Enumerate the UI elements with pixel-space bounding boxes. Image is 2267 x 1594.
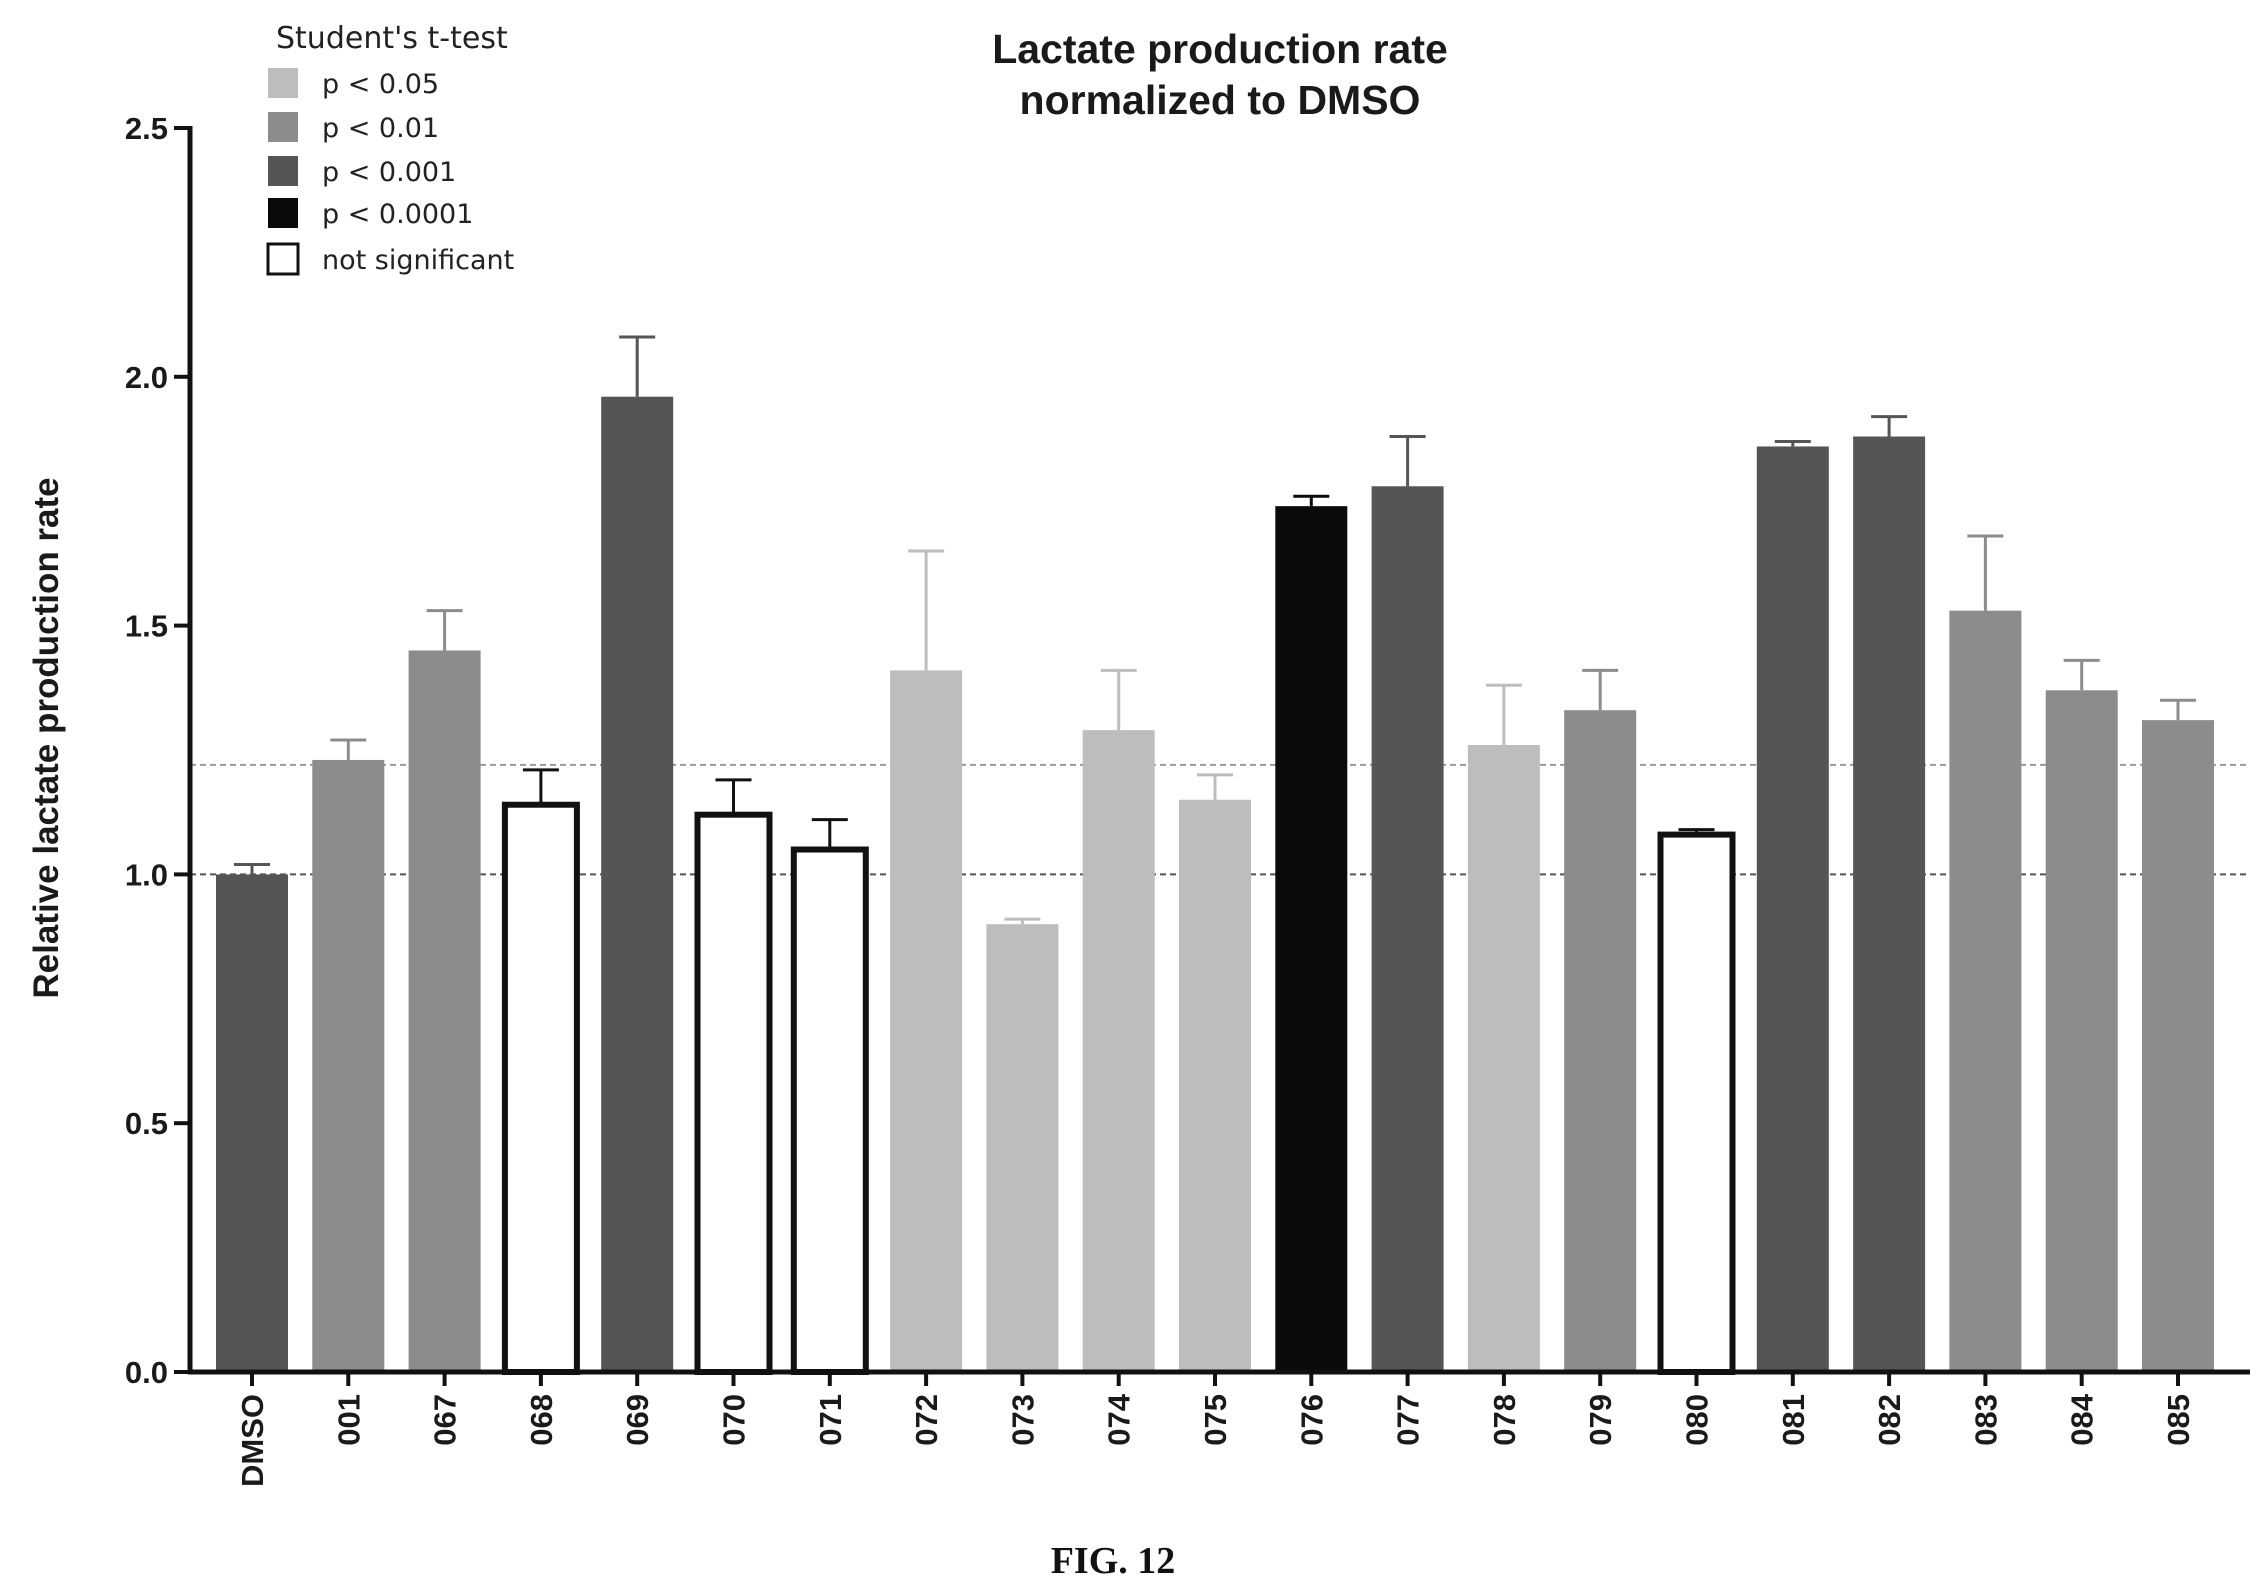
x-tick-label: 083 <box>1968 1394 2003 1446</box>
x-tick-label: 079 <box>1583 1394 1618 1446</box>
y-axis-label: Relative lactate production rate <box>27 477 66 998</box>
bar-067 <box>408 650 481 1372</box>
bar-084 <box>2045 690 2118 1372</box>
bar-073 <box>986 924 1059 1372</box>
x-tick-label: 078 <box>1487 1394 1522 1446</box>
legend-swatch <box>268 112 298 142</box>
legend-swatch <box>268 198 298 228</box>
bar-083 <box>1949 610 2022 1372</box>
x-tick-label: 071 <box>813 1394 848 1446</box>
bar-DMSO <box>216 874 288 1372</box>
x-tick-label: DMSO <box>235 1394 270 1487</box>
x-tick-label: 077 <box>1391 1394 1426 1446</box>
chart-title-line: Lactate production rate <box>992 26 1448 72</box>
bars <box>216 335 2214 1375</box>
axes <box>187 126 2250 1375</box>
legend-entry-label: p < 0.05 <box>322 69 439 100</box>
x-tick-label: 072 <box>909 1394 944 1446</box>
bar-075 <box>1179 799 1251 1372</box>
x-tick-label: 076 <box>1294 1394 1329 1446</box>
x-ticks: DMSO 001 067 068 069 070 071 072 073 074 075 076 077… <box>235 1372 2196 1487</box>
legend-swatch <box>268 156 298 186</box>
x-tick-label: 082 <box>1872 1394 1907 1446</box>
chart-title: Lactate production rate normalized to DMS… <box>992 26 1448 123</box>
bar-080 <box>1657 831 1736 1375</box>
x-tick-label: 080 <box>1680 1394 1715 1446</box>
y-tick-label: 2.0 <box>125 360 168 395</box>
x-tick-label: 073 <box>1005 1394 1040 1446</box>
bar-074 <box>1082 730 1155 1372</box>
x-tick-label: 001 <box>331 1394 366 1446</box>
x-tick-label: 084 <box>2065 1393 2100 1445</box>
legend-entry-label: p < 0.001 <box>322 157 456 188</box>
bar-001 <box>312 759 385 1372</box>
legend-title: Student's t-test <box>276 21 508 56</box>
y-tick-label: 0.5 <box>125 1106 168 1141</box>
bar-072 <box>890 670 963 1372</box>
bar-071 <box>790 846 869 1375</box>
x-tick-label: 074 <box>1102 1393 1137 1445</box>
y-tick-label: 1.5 <box>125 609 168 644</box>
legend-entry-label: p < 0.01 <box>322 113 439 144</box>
legend-entry-label: p < 0.0001 <box>322 199 473 230</box>
x-tick-label: 075 <box>1198 1394 1233 1446</box>
y-tick-label: 1.0 <box>125 857 168 892</box>
chart-title-line: normalized to DMSO <box>1020 77 1421 123</box>
x-tick-label: 068 <box>524 1394 559 1446</box>
bar-068 <box>501 801 580 1375</box>
bar-078 <box>1467 745 1540 1372</box>
legend-swatch <box>268 68 298 98</box>
bar-082 <box>1853 436 1926 1373</box>
legend: Student's t-test p < 0.05 p < 0.01 p < 0.00… <box>266 21 514 276</box>
x-tick-label: 070 <box>717 1394 752 1446</box>
y-ticks: 0.0 0.5 1.0 1.5 2.0 2.5 <box>125 111 190 1390</box>
legend-entry-label: not significant <box>322 245 514 276</box>
y-tick-label: 0.0 <box>125 1355 168 1390</box>
bar-077 <box>1371 486 1444 1373</box>
bar-085 <box>2142 720 2214 1372</box>
legend-swatch <box>266 242 300 276</box>
x-tick-label: 069 <box>620 1394 655 1446</box>
bar-081 <box>1756 446 1829 1372</box>
bar-079 <box>1564 710 1637 1372</box>
x-tick-label: 067 <box>428 1394 463 1446</box>
x-tick-label: 085 <box>2161 1394 2196 1446</box>
bar-069 <box>601 396 674 1373</box>
figure-caption: FIG. 12 <box>1051 1540 1176 1582</box>
bar-070 <box>694 811 773 1375</box>
y-tick-label: 2.5 <box>125 111 168 146</box>
bar-076 <box>1275 506 1348 1372</box>
x-tick-label: 081 <box>1776 1394 1811 1446</box>
